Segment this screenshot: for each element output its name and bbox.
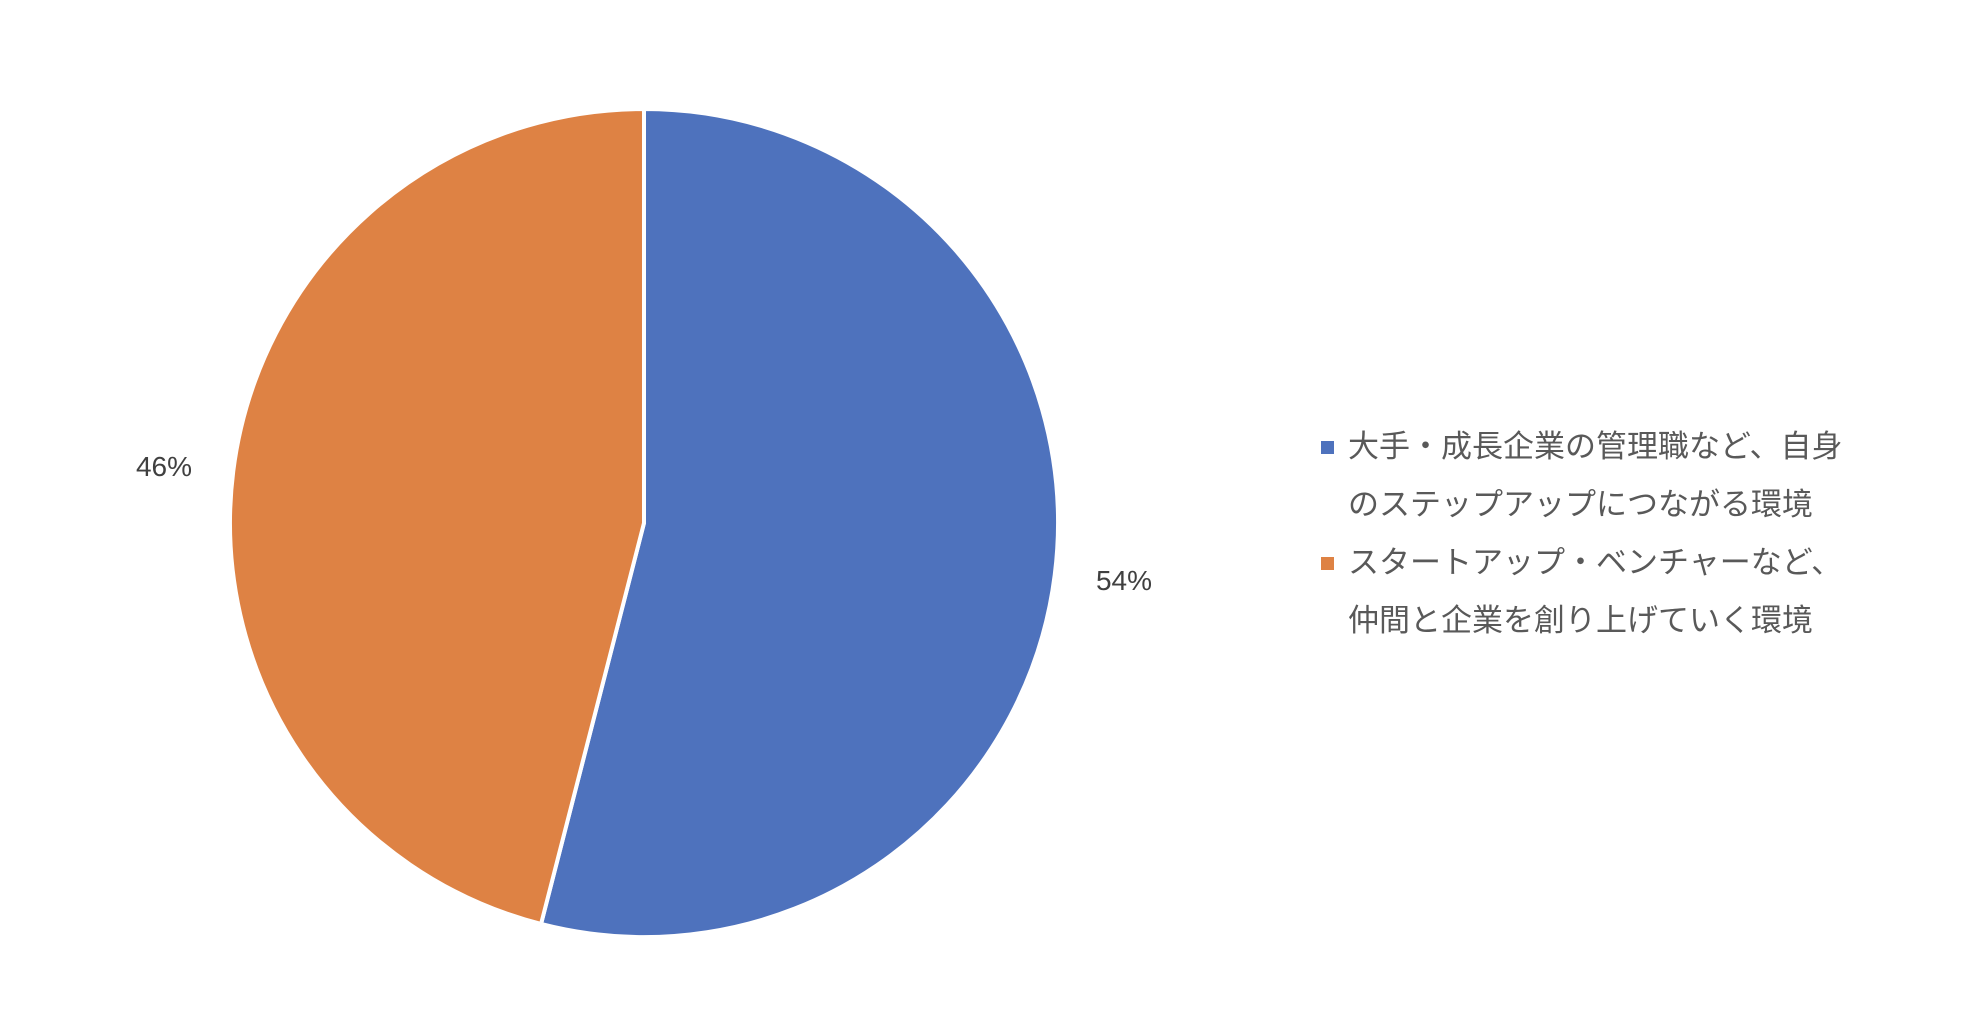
pie-slice-0 [538, 106, 1060, 939]
legend-item-0: 大手・成長企業の管理職など、自身 のステップアップにつながる環境 [1318, 418, 1958, 534]
legend: 大手・成長企業の管理職など、自身 のステップアップにつながる環境 スタートアップ… [1318, 418, 1958, 650]
legend-text-line: のステップアップにつながる環境 [1348, 487, 1813, 523]
legend-text-line: 仲間と企業を創り上げていく環境 [1348, 603, 1813, 639]
legend-text-line: 大手・成長企業の管理職など、自身 [1348, 429, 1843, 465]
legend-text-line: スタートアップ・ベンチャーなど、 [1348, 545, 1843, 581]
data-label-0: 54% [1096, 565, 1152, 596]
legend-swatch-1 [1321, 557, 1334, 570]
data-label-1: 46% [136, 451, 192, 482]
legend-swatch-0 [1321, 441, 1334, 454]
pie-slice-1 [228, 106, 646, 927]
legend-item-1: スタートアップ・ベンチャーなど、 仲間と企業を創り上げていく環境 [1318, 534, 1958, 650]
